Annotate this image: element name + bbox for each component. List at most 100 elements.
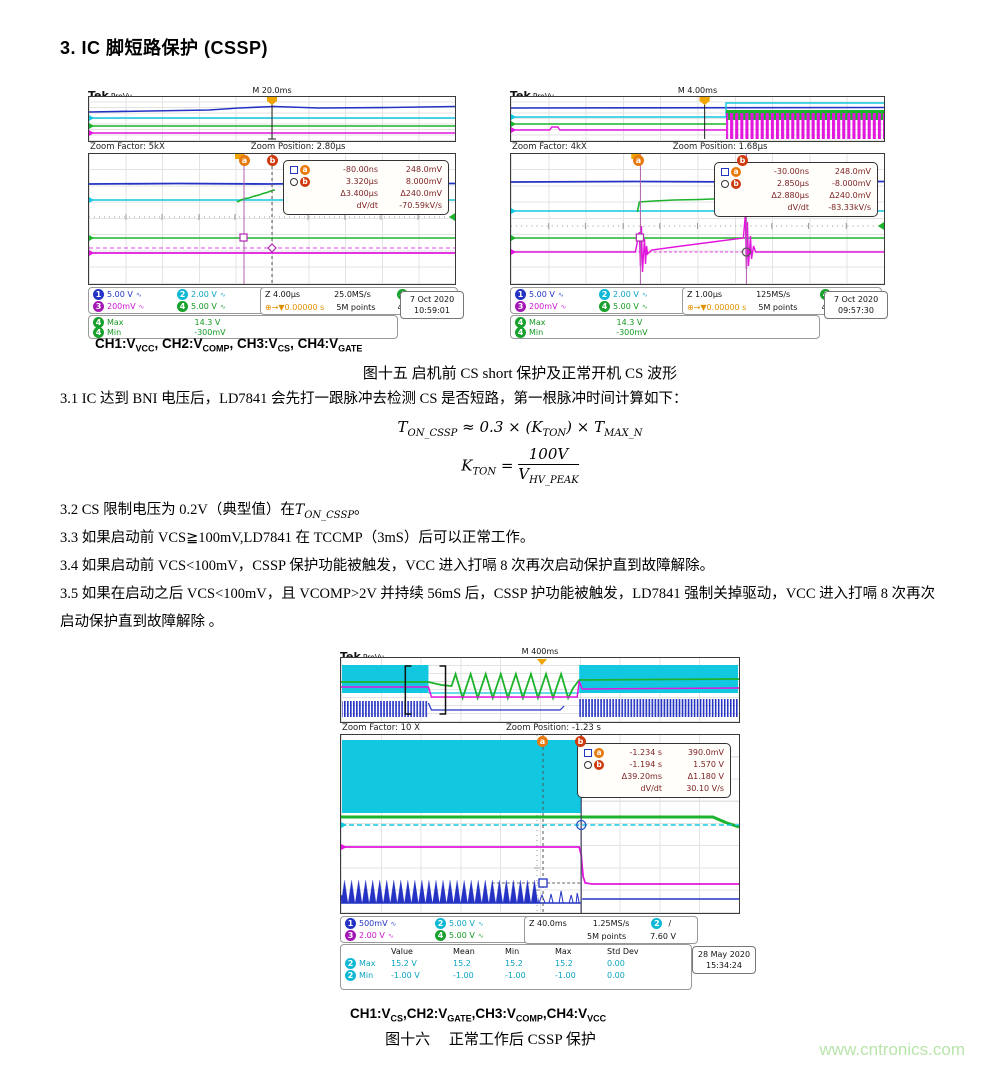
- zoom-scale: Z 40.0ms: [529, 919, 567, 928]
- ch4-scale: 5.00 V: [191, 302, 217, 311]
- stats-header-mean: Mean: [453, 946, 475, 956]
- scope-bottom-bar: 1 500mV ∿ 2 5.00 V ∿ 3 2.00 V ∿ 4 5.00 V ∿ Z 40.…: [340, 914, 756, 1002]
- delta-volt: Δ1.180 V: [687, 772, 724, 781]
- bandwidth-icon: ∿: [138, 302, 145, 311]
- cursor-b-shape-icon: [721, 180, 729, 188]
- record-length: 5M points: [587, 932, 627, 941]
- fig16-title: 图十六 正常工作后 CSSP 保护: [385, 1032, 596, 1048]
- formula-kton: KTON = 100V VHV_PEAK: [461, 445, 579, 487]
- measurement-box: 4 Max 14.3 V 4 Min -300mV: [510, 315, 820, 339]
- bandwidth-icon: ∿: [135, 290, 142, 299]
- cursor-a-shape-icon: [721, 168, 729, 176]
- zoom-window: a b a -80.00ns 248.0mV b 3.320µs 8.000mV Δ3.…: [88, 153, 456, 285]
- ch1-scale: 5.00 V: [529, 290, 555, 299]
- time: 09:57:30: [838, 306, 874, 315]
- datetime-box: 28 May 2020 15:34:24: [692, 946, 756, 974]
- paragraph-3-5: 3.5 如果在启动之后 VCS<100mV，且 VCOMP>2V 并持续 56m…: [60, 586, 936, 630]
- ch1-scale: 500mV: [359, 919, 388, 928]
- bandwidth-icon: ∿: [560, 302, 567, 311]
- oscilloscope-fig15-left: TekPreVu M 20.0ms Zoom Factor: 5kX Zoom …: [88, 84, 464, 355]
- cursor-b-volt: 1.570 V: [693, 760, 724, 769]
- ch2-scale: 2.00 V: [191, 290, 217, 299]
- dvdt-value: 30.10 V/s: [686, 784, 724, 793]
- trigger-level-icon: [449, 213, 455, 221]
- meas-min-value: -300mV: [194, 327, 226, 337]
- delta-volt: Δ240.0mV: [829, 191, 871, 200]
- bandwidth-icon: ∿: [477, 931, 484, 940]
- bandwidth-icon: ∿: [477, 919, 484, 928]
- zoom-factor: Zoom Factor: 5kX: [90, 142, 165, 152]
- zoom-bracket-right: [439, 665, 447, 715]
- meas-min-value: -300mV: [616, 327, 648, 337]
- stats-header-max: Max: [555, 946, 572, 956]
- dvdt-value: -70.59kV/s: [399, 201, 442, 210]
- delta-volt: Δ240.0mV: [400, 189, 442, 198]
- ch3-scale: 200mV: [107, 302, 136, 311]
- fig16-channel-caption: CH1:VCS,CH2:VGATE,CH3:VCOMP,CH4:VVCC: [350, 1006, 607, 1024]
- bandwidth-icon: ∿: [641, 302, 648, 311]
- cursor-a-label: a: [239, 155, 250, 166]
- zoom-position: Zoom Position: -1.23 s: [505, 723, 601, 733]
- zoom-position: Zoom Position: 2.80µs: [250, 142, 346, 152]
- ch4-scale: 5.00 V: [449, 931, 475, 940]
- ch1-marker-icon: [341, 895, 348, 901]
- scope-header: TekPreVu M 400ms: [340, 645, 740, 663]
- ch3-marker-icon: [89, 250, 94, 256]
- scope-bottom-bar: 1 5.00 V ∿ 2 2.00 V ∿ 3 200mV ∿ 4 5.00 V ∿ Z 4.0…: [88, 285, 464, 355]
- zoom-window: a b a -30.00ns 248.0mV b 2.850µs -8.000mV Δ2…: [510, 153, 885, 285]
- scope-header: TekPreVu M 4.00ms: [510, 84, 885, 102]
- stats-header-min: Min: [505, 946, 520, 956]
- delta-time: Δ2.880µs: [771, 191, 809, 200]
- ch3-marker-icon: [89, 130, 94, 136]
- ch4-badge: 4: [435, 930, 446, 941]
- cursor-a-ref-marker: [239, 233, 248, 242]
- cursor-readout: a -1.234 s 390.0mV b -1.194 s 1.570 V Δ39.20…: [577, 743, 731, 798]
- datetime-box: 7 Oct 2020 10:59:01: [400, 291, 464, 319]
- cursor-b-shape-icon: [584, 761, 592, 769]
- channel-settings: 1 5.00 V ∿ 2 2.00 V ∿ 3 200mV ∿ 4 5.00 V ∿: [88, 287, 266, 314]
- measurement-stats-table: Value Mean Min Max Std Dev 2 Max 15.2 V 1…: [340, 944, 692, 990]
- cursor-readout: a -30.00ns 248.0mV b 2.850µs -8.000mV Δ2.880…: [714, 162, 878, 217]
- zoom-info-row: Zoom Factor: 5kX Zoom Position: 2.80µs: [88, 142, 456, 153]
- cursor-a-volt: 390.0mV: [687, 748, 724, 757]
- cursor-b-label: b: [267, 155, 278, 166]
- cursor-b-shape-icon: [290, 178, 298, 186]
- zoom-window: a b a -1.234 s 390.0mV b -1.194 s 1.570 V Δ3…: [340, 734, 740, 914]
- formula-ton-cssp: TON_CSSP ≈ 0.3 × (KTON) × TMAX_N: [397, 418, 643, 439]
- cursor-a-volt: 248.0mV: [834, 167, 871, 176]
- ch1-badge: 1: [515, 289, 526, 300]
- stats-header-stddev: Std Dev: [607, 946, 639, 956]
- ch2-marker-icon: [89, 115, 94, 121]
- delta-time: Δ3.400µs: [340, 189, 378, 198]
- zoom-info-row: Zoom Factor: 10 X Zoom Position: -1.23 s: [340, 723, 740, 734]
- ch3-badge: 3: [345, 930, 356, 941]
- overview-waveforms: [341, 659, 739, 717]
- cursor-b-label: b: [737, 155, 748, 166]
- ch2-marker-icon: [341, 822, 348, 828]
- ch2-badge: 2: [435, 918, 446, 929]
- stats-row-min: 2 Min -1.00 V -1.00 -1.00 -1.00 0.00: [341, 969, 691, 981]
- cursor-a-badge: a: [731, 167, 741, 177]
- paragraph-3-3: 3.3 如果启动前 VCS≧100mV,LD7841 在 TCCMP（3mS）后…: [60, 530, 535, 546]
- record-length: 5M points: [336, 303, 376, 312]
- delta-time: Δ39.20ms: [621, 772, 662, 781]
- fig15-title: 图十五 启机前 CS short 保护及正常开机 CS 波形: [362, 366, 678, 382]
- meas-max-value: 14.3 V: [616, 317, 643, 327]
- time: 15:34:24: [706, 961, 742, 970]
- cursor-b-label: b: [575, 736, 586, 747]
- timebase-label: M 400ms: [521, 647, 559, 656]
- trigger-marker-icon: [699, 97, 710, 105]
- cursor-a-volt: 248.0mV: [405, 165, 442, 174]
- channel-settings: 1 5.00 V ∿ 2 2.00 V ∿ 3 200mV ∿ 4 5.00 V ∿: [510, 287, 688, 314]
- zoom-factor: Zoom Factor: 4kX: [512, 142, 587, 152]
- zoom-scale: Z 1.00µs: [687, 290, 723, 299]
- ch4-marker-icon: [89, 235, 94, 241]
- timebase-label: M 20.0ms: [252, 86, 292, 95]
- overview-window: [510, 96, 885, 142]
- meas-ch-badge: 4: [515, 326, 526, 338]
- paragraph-3-2: 3.2 CS 限制电压为 0.2V（典型值）在TON_CSSP。: [60, 502, 369, 521]
- ch2-marker-icon: [89, 197, 94, 203]
- cursor-readout: a -80.00ns 248.0mV b 3.320µs 8.000mV Δ3.400µ…: [283, 160, 449, 215]
- timebase-label: M 4.00ms: [677, 86, 718, 95]
